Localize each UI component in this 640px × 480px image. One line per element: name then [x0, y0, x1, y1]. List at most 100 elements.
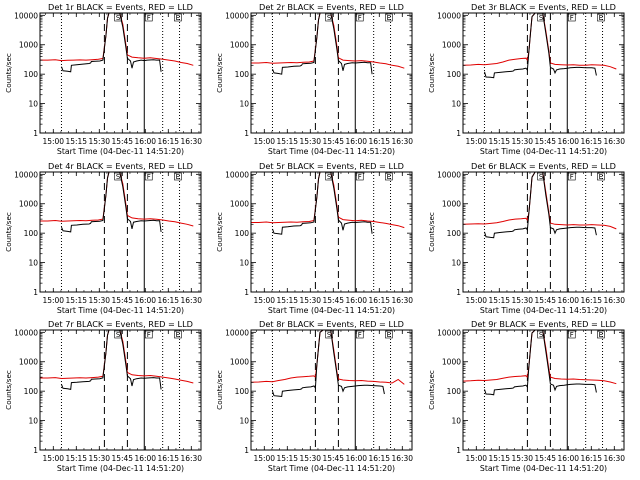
marker-s: S	[539, 173, 544, 181]
y-tick-label: 1	[33, 446, 38, 455]
series-lld-line	[40, 13, 194, 66]
series-events-line	[484, 330, 597, 396]
marker-box	[325, 330, 333, 339]
axes-frame	[462, 329, 625, 451]
panel-title: Det 1r BLACK = Events, RED = LLD	[48, 2, 193, 12]
series-group	[251, 330, 405, 398]
axes-frame	[39, 12, 202, 134]
x-tick-label: 15:00	[42, 137, 64, 146]
marker-s: S	[116, 14, 121, 22]
series-events-line	[61, 172, 162, 233]
series-group	[463, 330, 617, 396]
marker-e: E	[599, 173, 603, 181]
y-tick-label: 1000	[442, 358, 461, 367]
y-tick-label: 1	[456, 288, 461, 297]
marker-f: F	[570, 331, 574, 339]
x-tick-label: 15:45	[111, 454, 133, 463]
x-tick-label: 16:00	[557, 296, 579, 305]
marker-box	[597, 172, 605, 181]
marker-box	[597, 330, 605, 339]
x-tick-label: 15:30	[511, 454, 533, 463]
x-tick-label: 16:00	[557, 137, 579, 146]
marker-box	[144, 330, 153, 339]
panel-title: Det 3r BLACK = Events, RED = LLD	[471, 2, 616, 12]
y-tick-label: 10000	[225, 328, 249, 337]
axes-frame	[250, 12, 413, 134]
x-tick-label: 16:00	[134, 454, 156, 463]
x-tick-label: 16:15	[368, 454, 390, 463]
series-events-line	[272, 172, 373, 235]
x-axis-label: Start Time (04-Dec-11 14:51:20)	[57, 306, 184, 315]
x-tick-label: 15:15	[488, 296, 510, 305]
x-tick-label: 16:15	[580, 454, 602, 463]
y-tick-label: 1000	[230, 358, 249, 367]
x-tick-label: 15:45	[111, 296, 133, 305]
y-tick-label: 100	[447, 229, 462, 238]
x-tick-label: 15:45	[111, 137, 133, 146]
series-events-line	[272, 13, 373, 75]
y-tick-label: 10	[28, 259, 38, 268]
x-tick-label: 16:30	[391, 296, 413, 305]
y-tick-label: 100	[235, 229, 250, 238]
panel-det-4: Det 4r BLACK = Events, RED = LLD S F E 1 10 10…	[4, 161, 202, 315]
x-tick-label: 15:30	[511, 137, 533, 146]
panel-det-8: Det 8r BLACK = Events, RED = LLD S F E 1 10 10…	[215, 319, 413, 473]
x-tick-label: 15:00	[465, 454, 487, 463]
marker-box	[144, 172, 153, 181]
x-axis-label: Start Time (04-Dec-11 14:51:20)	[57, 464, 184, 473]
marker-s: S	[327, 331, 332, 339]
x-tick-label: 16:30	[603, 296, 625, 305]
marker-box	[567, 13, 576, 22]
x-tick-label: 15:15	[488, 454, 510, 463]
y-axis-label: Counts/sec	[215, 212, 224, 252]
marker-box	[174, 330, 182, 339]
marker-box	[537, 330, 545, 339]
marker-s: S	[327, 173, 332, 181]
marker-e: E	[387, 14, 391, 22]
x-tick-label: 15:15	[488, 137, 510, 146]
x-tick-label: 15:30	[299, 454, 321, 463]
marker-f: F	[358, 173, 362, 181]
series-events-line	[272, 330, 385, 398]
x-tick-label: 16:15	[580, 137, 602, 146]
y-tick-label: 1000	[230, 200, 249, 209]
marker-box	[355, 172, 364, 181]
axes-frame	[250, 171, 413, 293]
x-tick-label: 15:15	[65, 137, 87, 146]
x-tick-label: 15:00	[253, 137, 275, 146]
marker-box	[537, 172, 545, 181]
y-tick-label: 1000	[442, 200, 461, 209]
y-tick-label: 10000	[437, 11, 461, 20]
marker-s: S	[116, 331, 121, 339]
series-group	[40, 330, 194, 390]
series-events-line	[61, 330, 162, 390]
series-group	[40, 172, 194, 233]
x-tick-label: 15:15	[276, 296, 298, 305]
panel-det-6: Det 6r BLACK = Events, RED = LLD S F E 1 10 10…	[427, 161, 625, 315]
marker-f: F	[570, 173, 574, 181]
marker-box	[325, 172, 333, 181]
x-tick-label: 16:00	[134, 296, 156, 305]
y-axis-label: Counts/sec	[427, 370, 436, 410]
x-tick-label: 16:30	[180, 296, 202, 305]
panel-det-9: Det 9r BLACK = Events, RED = LLD S F E 1 10 10…	[427, 319, 625, 473]
x-tick-label: 15:00	[253, 454, 275, 463]
marker-f: F	[147, 331, 151, 339]
marker-box	[385, 13, 393, 22]
marker-s: S	[539, 14, 544, 22]
y-axis-label: Counts/sec	[427, 53, 436, 93]
marker-f: F	[570, 14, 574, 22]
series-lld-line	[40, 172, 194, 227]
axes-frame	[39, 329, 202, 451]
series-group	[251, 13, 405, 75]
panel-title: Det 7r BLACK = Events, RED = LLD	[48, 319, 193, 329]
panel-title: Det 2r BLACK = Events, RED = LLD	[259, 2, 404, 12]
x-tick-label: 16:30	[391, 137, 413, 146]
panel-det-5: Det 5r BLACK = Events, RED = LLD S F E 1 10 10…	[215, 161, 413, 315]
y-tick-label: 1	[244, 446, 249, 455]
y-tick-label: 1	[456, 129, 461, 138]
marker-f: F	[147, 14, 151, 22]
x-tick-label: 16:15	[580, 296, 602, 305]
series-lld-line	[463, 13, 617, 70]
